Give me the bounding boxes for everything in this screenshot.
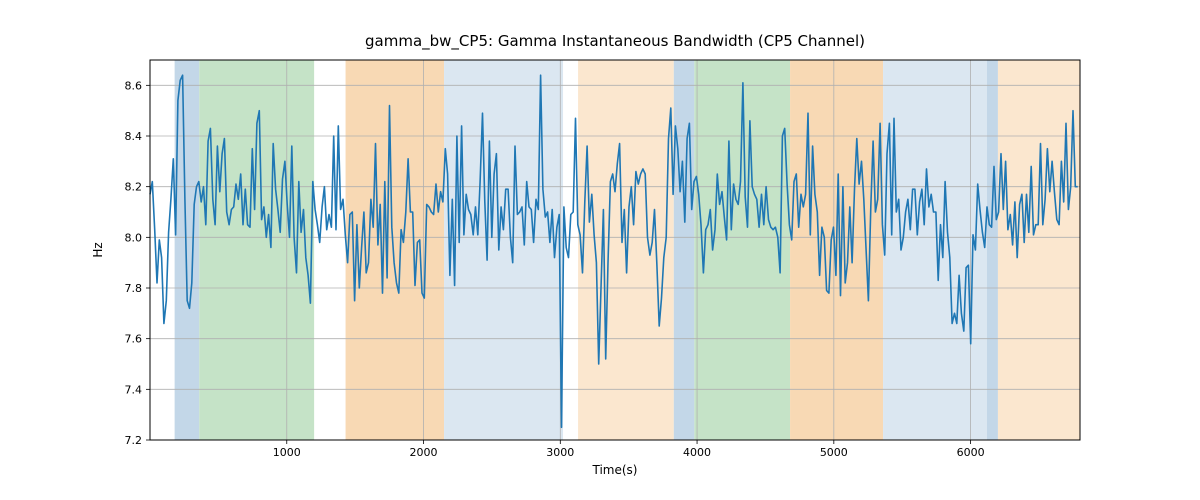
y-tick-label: 7.2 bbox=[125, 434, 143, 447]
y-axis-label: Hz bbox=[91, 242, 105, 257]
x-tick-label: 1000 bbox=[273, 446, 301, 459]
y-tick-label: 8.6 bbox=[125, 79, 143, 92]
y-tick-label: 8.4 bbox=[125, 130, 143, 143]
eeg-bandwidth-chart: 1000 2000 3000 4000 5000 6000 7.2 7.4 7.6 7.8 8.0 8… bbox=[0, 0, 1200, 500]
chart-title: gamma_bw_CP5: Gamma Instantaneous Bandwi… bbox=[365, 32, 865, 51]
band bbox=[883, 60, 987, 440]
band bbox=[998, 60, 1080, 440]
y-tick-label: 8.0 bbox=[125, 231, 143, 244]
x-tick-label: 3000 bbox=[546, 446, 574, 459]
band bbox=[987, 60, 998, 440]
y-tick-label: 7.8 bbox=[125, 282, 143, 295]
band bbox=[674, 60, 695, 440]
x-axis-label: Time(s) bbox=[592, 463, 638, 477]
x-tick-label: 4000 bbox=[683, 446, 711, 459]
y-tick-label: 7.4 bbox=[125, 383, 143, 396]
x-tick-label: 5000 bbox=[820, 446, 848, 459]
y-tick-label: 8.2 bbox=[125, 181, 143, 194]
x-tick-label: 2000 bbox=[410, 446, 438, 459]
band bbox=[346, 60, 444, 440]
x-tick-label: 6000 bbox=[957, 446, 985, 459]
y-tick-label: 7.6 bbox=[125, 333, 143, 346]
chart-svg: 1000 2000 3000 4000 5000 6000 7.2 7.4 7.6 7.8 8.0 8… bbox=[0, 0, 1200, 500]
band bbox=[444, 60, 563, 440]
